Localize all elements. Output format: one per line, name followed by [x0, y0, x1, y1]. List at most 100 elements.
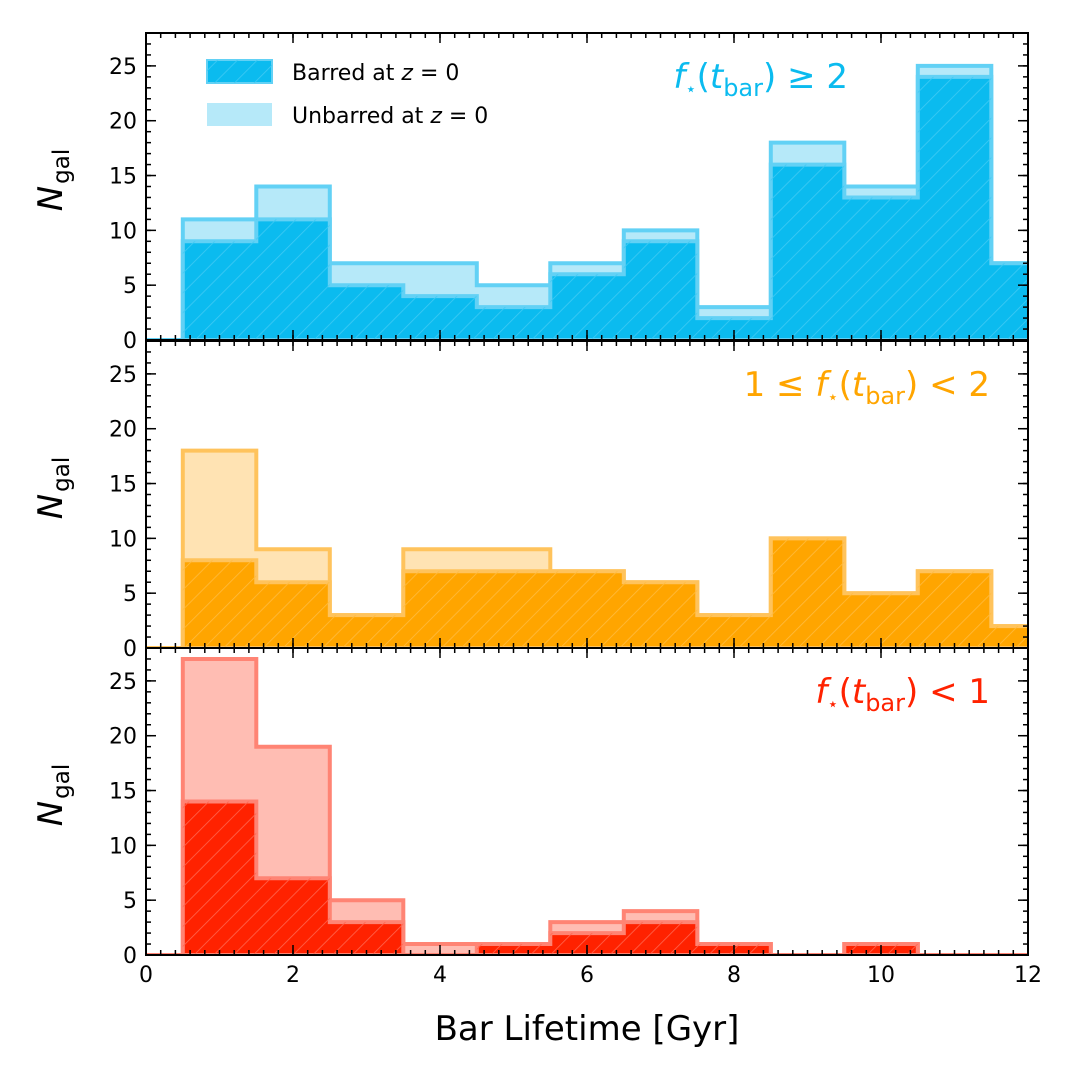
- y-tick-label: 25: [109, 363, 137, 388]
- anno-sub: bar: [723, 74, 763, 102]
- plot-area: [146, 448, 1028, 648]
- barred-bar: [256, 219, 330, 340]
- ticks: [145, 647, 1029, 956]
- y-tick-label: 10: [109, 219, 137, 244]
- y-tick-label: 15: [109, 780, 137, 805]
- x-tick-labels: 0 2 4 6 8 10 12: [139, 963, 1042, 988]
- plot-area: [146, 657, 1028, 955]
- barred-bar: [476, 944, 551, 955]
- barred-bar: [550, 571, 624, 648]
- x-tick-label: 6: [580, 963, 594, 988]
- y-tick-label: 5: [123, 889, 137, 914]
- barred-bar: [329, 615, 404, 648]
- barred-bar: [550, 274, 624, 340]
- barred-bar: [182, 560, 257, 648]
- legend-unbarred-var: z: [429, 104, 442, 129]
- y-axis-title-sub: gal: [49, 149, 75, 184]
- barred-bar: [329, 285, 404, 340]
- anno-star: ⋆: [827, 694, 838, 715]
- panel-annotation-middle: 1 ≤ f⋆(tbar) < 2: [744, 365, 990, 410]
- legend-barred-var: z: [400, 61, 413, 86]
- barred-bar: [770, 538, 845, 648]
- anno-t: t: [852, 672, 867, 712]
- barred-bar: [182, 241, 257, 340]
- svg-text:Ngal: Ngal: [31, 764, 75, 827]
- barred-bar: [623, 582, 698, 648]
- legend-unbarred-suffix: = 0: [442, 104, 488, 129]
- barred-bar: [403, 571, 477, 648]
- y-axis-title-main: N: [31, 801, 71, 826]
- barred-bar: [476, 571, 551, 648]
- barred-bar: [770, 164, 845, 340]
- y-tick-label: 0: [123, 637, 137, 662]
- y-tick-label: 25: [109, 670, 137, 695]
- panel-mid: [145, 340, 1029, 649]
- y-axis-title-main: N: [31, 186, 71, 211]
- y-tick-label: 15: [109, 473, 137, 498]
- y-tick-label: 20: [109, 110, 137, 135]
- panel-annotation-bottom: f⋆(tbar) < 1: [815, 672, 990, 717]
- anno-after: ) < 1: [905, 672, 990, 712]
- svg-text:Ngal: Ngal: [31, 149, 75, 212]
- barred-bar: [917, 571, 992, 648]
- legend: Barred at z = 0 Unbarred at z = 0: [206, 59, 488, 129]
- barred-bar: [991, 626, 1028, 648]
- anno-before: 1 ≤: [744, 365, 816, 405]
- y-tick-labels-middle: 0 5 10 15 20 25: [109, 363, 137, 662]
- x-axis-title: Bar Lifetime [Gyr]: [435, 1009, 740, 1049]
- barred-bar: [550, 933, 624, 955]
- plot-area: [146, 63, 1028, 340]
- x-tick-label: 8: [727, 963, 741, 988]
- y-tick-labels-bottom: 0 5 10 15 20 25: [109, 670, 137, 969]
- barred-bar: [256, 878, 330, 955]
- x-tick-label: 12: [1014, 963, 1042, 988]
- anno-star: ⋆: [827, 387, 838, 408]
- x-tick-label: 0: [139, 963, 153, 988]
- y-tick-label: 10: [109, 527, 137, 552]
- ticks: [145, 32, 1029, 341]
- y-axis-title-bottom: Ngal: [31, 764, 75, 827]
- panel-annotation-top: f⋆(tbar) ≥ 2: [673, 57, 848, 102]
- anno-sub: bar: [865, 689, 905, 717]
- barred-bar: [329, 922, 404, 955]
- legend-unbarred-label: Unbarred at z = 0: [292, 104, 488, 129]
- y-tick-label: 0: [123, 944, 137, 969]
- legend-barred-prefix: Barred at: [292, 61, 401, 86]
- legend-barred-hatch: [207, 60, 272, 83]
- y-axis-title-top: Ngal: [31, 149, 75, 212]
- anno-t: t: [710, 57, 725, 97]
- y-tick-label: 20: [109, 418, 137, 443]
- anno-after: ) ≥ 2: [763, 57, 848, 97]
- anno-t: t: [852, 365, 867, 405]
- legend-unbarred-prefix: Unbarred at: [292, 104, 430, 129]
- anno-open: (: [839, 672, 852, 712]
- y-axis-title-main: N: [31, 494, 71, 519]
- anno-sub: bar: [865, 382, 905, 410]
- y-tick-label: 15: [109, 165, 137, 190]
- y-axis-title-sub: gal: [49, 457, 75, 492]
- x-tick-label: 4: [433, 963, 447, 988]
- anno-star: ⋆: [685, 79, 696, 100]
- y-tick-label: 0: [123, 329, 137, 354]
- anno-open: (: [839, 365, 852, 405]
- barred-bar: [623, 922, 698, 955]
- legend-barred-suffix: = 0: [413, 61, 459, 86]
- x-tick-label: 10: [867, 963, 895, 988]
- y-tick-label: 25: [109, 55, 137, 80]
- y-axis-title-sub: gal: [49, 764, 75, 799]
- barred-bar: [182, 801, 257, 955]
- anno-open: (: [697, 57, 710, 97]
- svg-text:Ngal: Ngal: [31, 457, 75, 520]
- y-tick-labels-top: 0 5 10 15 20 25: [109, 55, 137, 354]
- legend-unbarred-swatch: [207, 103, 272, 126]
- barred-bar: [991, 263, 1028, 340]
- legend-barred-label: Barred at z = 0: [292, 61, 459, 86]
- y-axis-title-middle: Ngal: [31, 457, 75, 520]
- y-tick-label: 5: [123, 274, 137, 299]
- y-tick-label: 20: [109, 725, 137, 750]
- barred-bar: [256, 582, 330, 648]
- barred-bar: [623, 241, 698, 340]
- barred-bar: [917, 76, 992, 340]
- y-tick-label: 5: [123, 582, 137, 607]
